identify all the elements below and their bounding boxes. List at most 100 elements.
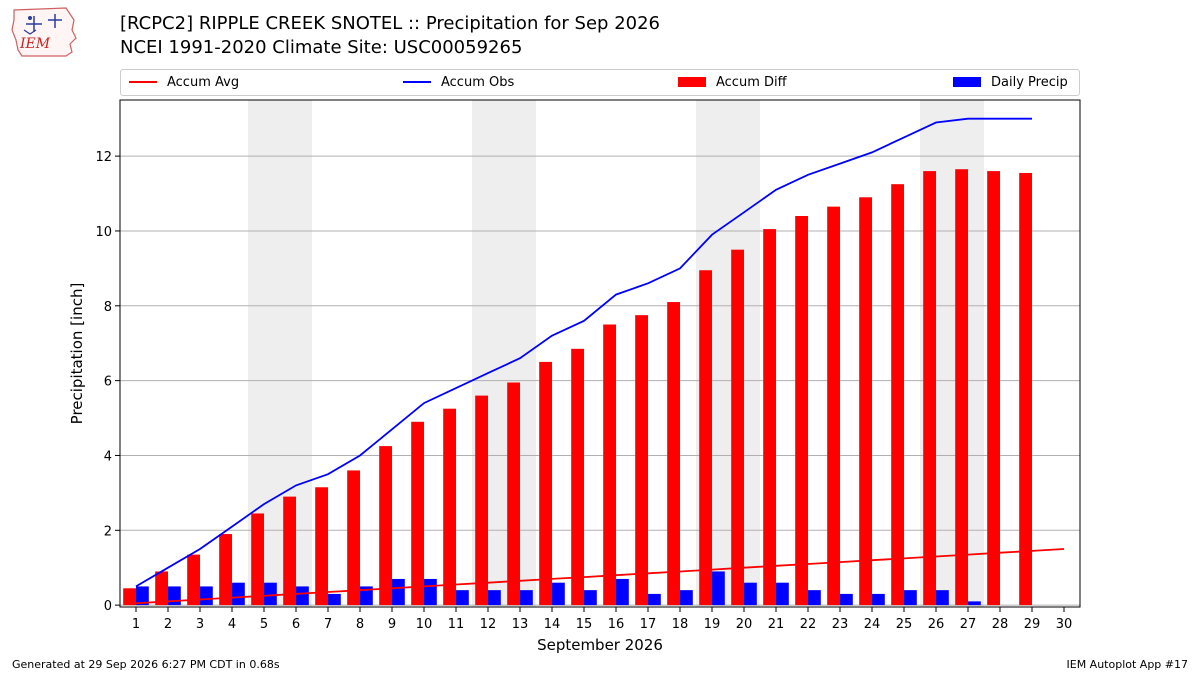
accum-diff-bar-day-13 bbox=[507, 382, 520, 606]
legend-item-daily-precip: Daily Precip bbox=[953, 73, 1068, 91]
accum-diff-bar-day-7 bbox=[315, 487, 328, 606]
daily-precip-bar-day-24 bbox=[872, 593, 885, 606]
accum-diff-bar-day-10 bbox=[411, 421, 424, 606]
accum-diff-bar-day-26 bbox=[923, 171, 936, 606]
daily-precip-bar-day-25 bbox=[904, 590, 917, 606]
x-tick-label-18: 18 bbox=[672, 617, 689, 632]
lines bbox=[135, 117, 1065, 605]
daily-precip-bar-day-2 bbox=[168, 586, 181, 606]
chart-subtitle: NCEI 1991-2020 Climate Site: USC00059265 bbox=[120, 37, 523, 58]
y-tick-label-2: 2 bbox=[104, 524, 112, 539]
x-tick-label-22: 22 bbox=[800, 617, 817, 632]
x-tick-label-12: 12 bbox=[480, 617, 497, 632]
daily-precip-bar-day-22 bbox=[808, 590, 821, 606]
accum-diff-bar-day-9 bbox=[379, 446, 392, 606]
accum-diff-bar-day-14 bbox=[539, 361, 552, 606]
x-tick-label-16: 16 bbox=[608, 617, 625, 632]
accum-diff-bar-day-22 bbox=[795, 215, 808, 606]
y-tick-label-10: 10 bbox=[95, 225, 112, 240]
accum-diff-bar-day-4 bbox=[219, 534, 232, 606]
daily-precip-bar-day-26 bbox=[936, 590, 949, 606]
legend-label-accum-obs: Accum Obs bbox=[441, 74, 515, 90]
daily-precip-bar-day-23 bbox=[840, 593, 853, 606]
bars bbox=[123, 169, 1032, 606]
daily-precip-bar-day-17 bbox=[648, 593, 661, 606]
daily-precip-bar-day-1 bbox=[136, 586, 149, 606]
x-tick-label-6: 6 bbox=[292, 617, 300, 632]
accum-diff-bar-day-12 bbox=[475, 395, 488, 606]
daily-precip-bar-day-14 bbox=[552, 582, 565, 606]
accum-diff-bar-day-27 bbox=[955, 169, 968, 606]
legend-swatch-accum-avg bbox=[129, 81, 157, 83]
daily-precip-bar-day-11 bbox=[456, 590, 469, 606]
accum-obs-line bbox=[135, 117, 1032, 588]
legend-swatch-accum-obs bbox=[403, 81, 431, 83]
legend-swatch-daily-precip bbox=[953, 77, 981, 87]
accum-diff-bar-day-11 bbox=[443, 408, 456, 606]
x-tick-label-27: 27 bbox=[960, 617, 977, 632]
x-tick-label-29: 29 bbox=[1024, 617, 1041, 632]
x-tick-label-10: 10 bbox=[416, 617, 433, 632]
daily-precip-bar-day-9 bbox=[392, 578, 405, 606]
daily-precip-bar-day-19 bbox=[712, 571, 725, 606]
daily-precip-bar-day-3 bbox=[200, 586, 213, 606]
x-tick-label-23: 23 bbox=[832, 617, 849, 632]
accum-diff-bar-day-6 bbox=[283, 496, 296, 606]
daily-precip-bar-day-20 bbox=[744, 582, 757, 606]
x-tick-label-25: 25 bbox=[896, 617, 913, 632]
x-tick-label-2: 2 bbox=[164, 617, 172, 632]
x-tick-label-24: 24 bbox=[864, 617, 881, 632]
legend-swatch-accum-diff bbox=[678, 77, 706, 87]
accum-diff-bar-day-17 bbox=[635, 315, 648, 606]
accum-diff-bar-day-20 bbox=[731, 249, 744, 606]
x-tick-label-28: 28 bbox=[992, 617, 1009, 632]
x-tick-label-8: 8 bbox=[356, 617, 364, 632]
accum-diff-bar-day-5 bbox=[251, 513, 264, 606]
legend-label-accum-avg: Accum Avg bbox=[167, 74, 240, 90]
chart-title: [RCPC2] RIPPLE CREEK SNOTEL :: Precipita… bbox=[120, 13, 660, 34]
x-tick-label-11: 11 bbox=[448, 617, 465, 632]
y-axis-label: Precipitation [inch] bbox=[68, 283, 86, 425]
daily-precip-bar-day-18 bbox=[680, 590, 693, 606]
x-tick-label-13: 13 bbox=[512, 617, 529, 632]
y-tick-label-4: 4 bbox=[104, 449, 112, 464]
daily-precip-bar-day-27 bbox=[968, 601, 981, 606]
app-note: IEM Autoplot App #17 bbox=[1066, 658, 1189, 671]
accum-diff-bar-day-24 bbox=[859, 197, 872, 606]
plot-frame bbox=[119, 99, 1081, 608]
daily-precip-bar-day-13 bbox=[520, 590, 533, 606]
accum-diff-bar-day-3 bbox=[187, 554, 200, 606]
x-tick-label-15: 15 bbox=[576, 617, 593, 632]
x-tick-label-19: 19 bbox=[704, 617, 721, 632]
y-tick-label-8: 8 bbox=[104, 300, 112, 315]
x-tick-label-21: 21 bbox=[768, 617, 785, 632]
x-tick-label-30: 30 bbox=[1056, 617, 1073, 632]
y-tick-label-0: 0 bbox=[104, 599, 112, 614]
legend-label-accum-diff: Accum Diff bbox=[716, 74, 787, 90]
logo-text: IEM bbox=[19, 36, 51, 52]
accum-avg-line bbox=[135, 548, 1065, 605]
daily-precip-bar-day-15 bbox=[584, 590, 597, 606]
x-tick-label-14: 14 bbox=[544, 617, 561, 632]
x-tick-label-26: 26 bbox=[928, 617, 945, 632]
y-tick-label-6: 6 bbox=[104, 375, 112, 390]
y-tick-label-12: 12 bbox=[95, 150, 112, 165]
grid-lines bbox=[120, 155, 1080, 606]
accum-diff-bar-day-28 bbox=[987, 171, 1000, 606]
accum-diff-bar-day-25 bbox=[891, 184, 904, 606]
x-tick-label-7: 7 bbox=[324, 617, 332, 632]
iem-logo: IEM bbox=[8, 6, 80, 58]
legend: Accum Avg Accum Obs Accum Diff Daily Pre… bbox=[120, 69, 1080, 96]
x-tick-label-3: 3 bbox=[196, 617, 204, 632]
daily-precip-bar-day-12 bbox=[488, 590, 501, 606]
generated-note: Generated at 29 Sep 2026 6:27 PM CDT in … bbox=[12, 658, 280, 671]
x-tick-label-9: 9 bbox=[388, 617, 396, 632]
x-axis-label: September 2026 bbox=[537, 636, 663, 654]
x-tick-label-1: 1 bbox=[132, 617, 140, 632]
daily-precip-bar-day-5 bbox=[264, 582, 277, 606]
daily-precip-bar-day-7 bbox=[328, 593, 341, 606]
accum-diff-bar-day-19 bbox=[699, 270, 712, 606]
x-tick-label-5: 5 bbox=[260, 617, 268, 632]
